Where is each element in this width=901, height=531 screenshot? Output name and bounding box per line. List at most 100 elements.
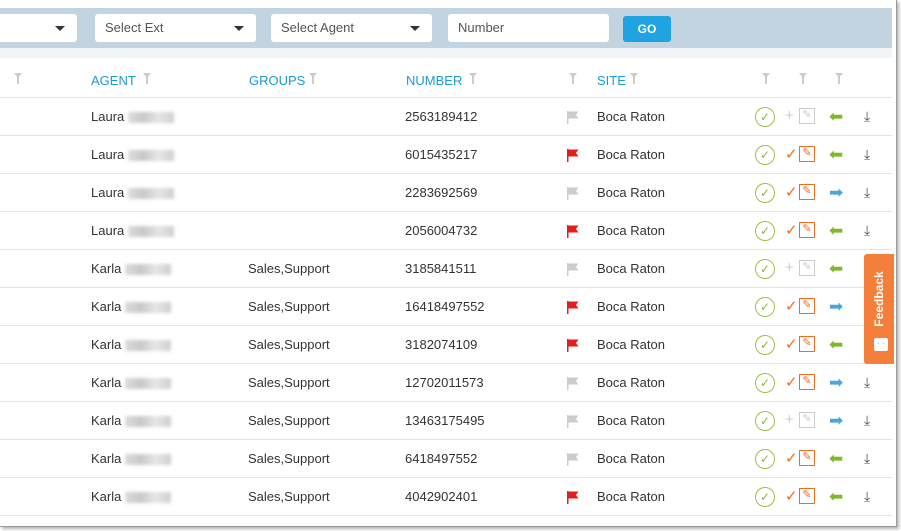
select-ext[interactable]: Select Ext <box>95 14 256 42</box>
filter-icon[interactable] <box>143 73 151 84</box>
check-circle-icon[interactable]: ✓ <box>755 373 775 393</box>
check-icon[interactable]: ✓ <box>785 222 798 239</box>
flag-icon[interactable] <box>566 376 580 390</box>
select-agent[interactable]: Select Agent <box>271 14 432 42</box>
arrow-left-icon: ⬅ <box>829 487 844 506</box>
flag-icon[interactable] <box>566 148 580 162</box>
go-button[interactable]: GO <box>623 16 671 42</box>
flag-icon[interactable] <box>566 300 580 314</box>
redacted-surname <box>125 416 172 428</box>
edit-icon[interactable]: ✎ <box>799 488 815 504</box>
flag-icon[interactable] <box>566 186 580 200</box>
check-circle-icon[interactable]: ✓ <box>755 259 775 279</box>
table-row[interactable]: Laura 2283692569 Boca Raton ✓ ✓ ✎ ➡ ⤓ <box>0 174 892 212</box>
phone-number: 6418497552 <box>405 451 478 466</box>
edit-icon[interactable]: ✎ <box>799 450 815 466</box>
groups: Sales,Support <box>248 337 330 352</box>
download-icon[interactable]: ⤓ <box>864 184 871 200</box>
download-icon[interactable]: ⤓ <box>864 412 871 428</box>
arrow-left-icon: ⬅ <box>829 107 844 126</box>
edit-icon[interactable]: ✎ <box>799 260 815 276</box>
table-row[interactable]: Laura 2056004732 Boca Raton ✓ ✓ ✎ ⬅ ⤓ <box>0 212 892 250</box>
table-row[interactable]: Karla Sales,Support 4042902401 Boca Raton ✓ ✓… <box>0 478 892 516</box>
filter-icon[interactable] <box>630 73 638 84</box>
filter-icon[interactable] <box>14 73 22 84</box>
filter-icon[interactable] <box>469 73 477 84</box>
edit-icon[interactable]: ✎ <box>799 298 815 314</box>
edit-icon[interactable]: ✎ <box>799 336 815 352</box>
flag-icon[interactable] <box>566 338 580 352</box>
check-icon[interactable]: ✓ <box>785 298 798 315</box>
edit-icon[interactable]: ✎ <box>799 222 815 238</box>
flag-icon[interactable] <box>566 490 580 504</box>
agent-name: Karla <box>91 489 172 504</box>
plus-icon[interactable]: + <box>785 259 794 276</box>
check-circle-icon[interactable]: ✓ <box>755 449 775 469</box>
download-icon[interactable]: ⤓ <box>864 488 871 504</box>
table-row[interactable]: Karla Sales,Support 3182074109 Boca Raton ✓ ✓… <box>0 326 892 364</box>
flag-icon[interactable] <box>566 414 580 428</box>
filter-icon[interactable] <box>835 73 843 84</box>
check-icon[interactable]: ✓ <box>785 184 798 201</box>
arrow-left-icon: ⬅ <box>829 449 844 468</box>
download-icon[interactable]: ⤓ <box>864 108 871 124</box>
number-input[interactable]: Number <box>448 14 609 42</box>
column-agent[interactable]: AGENT <box>91 73 136 88</box>
agent-name: Laura <box>91 147 175 162</box>
plus-icon[interactable]: + <box>785 411 794 428</box>
filter-icon[interactable] <box>799 73 807 84</box>
agent-first-name: Karla <box>91 299 122 314</box>
agent-first-name: Karla <box>91 337 122 352</box>
download-icon[interactable]: ⤓ <box>864 222 871 238</box>
table-row[interactable]: Karla Sales,Support 13463175495 Boca Raton ✓… <box>0 402 892 440</box>
filter-icon[interactable] <box>762 73 770 84</box>
check-icon[interactable]: ✓ <box>785 488 798 505</box>
check-icon[interactable]: ✓ <box>785 374 798 391</box>
redacted-surname <box>125 378 172 390</box>
flag-icon[interactable] <box>566 452 580 466</box>
check-circle-icon[interactable]: ✓ <box>755 183 775 203</box>
filter-icon[interactable] <box>309 73 317 84</box>
check-circle-icon[interactable]: ✓ <box>755 411 775 431</box>
check-icon[interactable]: ✓ <box>785 146 798 163</box>
column-site[interactable]: SITE <box>597 73 626 88</box>
redacted-surname <box>125 264 172 276</box>
download-icon[interactable]: ⤓ <box>864 450 871 466</box>
table-row[interactable]: Laura 6015435217 Boca Raton ✓ ✓ ✎ ⬅ ⤓ <box>0 136 892 174</box>
download-icon[interactable]: ⤓ <box>864 374 871 390</box>
agent-name: Karla <box>91 337 172 352</box>
edit-icon[interactable]: ✎ <box>799 146 815 162</box>
feedback-tab[interactable]: Feedback · · <box>864 254 894 364</box>
edit-icon[interactable]: ✎ <box>799 184 815 200</box>
check-circle-icon[interactable]: ✓ <box>755 145 775 165</box>
agent-name: Laura <box>91 185 175 200</box>
site: Boca Raton <box>597 261 665 276</box>
column-groups[interactable]: GROUPS <box>249 73 306 88</box>
edit-icon[interactable]: ✎ <box>799 108 815 124</box>
edit-icon[interactable]: ✎ <box>799 412 815 428</box>
flag-icon[interactable] <box>566 224 580 238</box>
flag-icon[interactable] <box>566 262 580 276</box>
check-icon[interactable]: ✓ <box>785 336 798 353</box>
check-circle-icon[interactable]: ✓ <box>755 487 775 507</box>
check-circle-icon[interactable]: ✓ <box>755 297 775 317</box>
check-circle-icon[interactable]: ✓ <box>755 335 775 355</box>
column-number[interactable]: NUMBER <box>406 73 463 88</box>
redacted-surname <box>128 226 175 238</box>
table-row[interactable]: Karla Sales,Support 6418497552 Boca Raton ✓ ✓… <box>0 440 892 478</box>
filter-toolbar: Select Ext Select Agent Number GO <box>0 8 892 48</box>
agent-name: Laura <box>91 223 175 238</box>
table-row[interactable]: Karla Sales,Support 3185841511 Boca Raton ✓ +… <box>0 250 892 288</box>
filter-icon[interactable] <box>569 73 577 84</box>
table-row[interactable]: Karla Sales,Support 12702011573 Boca Raton ✓… <box>0 364 892 402</box>
select-filter-partial[interactable] <box>0 14 77 42</box>
download-icon[interactable]: ⤓ <box>864 146 871 162</box>
check-icon[interactable]: ✓ <box>785 450 798 467</box>
flag-icon[interactable] <box>566 110 580 124</box>
edit-icon[interactable]: ✎ <box>799 374 815 390</box>
table-row[interactable]: Laura 2563189412 Boca Raton ✓ + ✎ ⬅ ⤓ <box>0 98 892 136</box>
check-circle-icon[interactable]: ✓ <box>755 107 775 127</box>
check-circle-icon[interactable]: ✓ <box>755 221 775 241</box>
table-row[interactable]: Karla Sales,Support 16418497552 Boca Raton ✓… <box>0 288 892 326</box>
plus-icon[interactable]: + <box>785 107 794 124</box>
